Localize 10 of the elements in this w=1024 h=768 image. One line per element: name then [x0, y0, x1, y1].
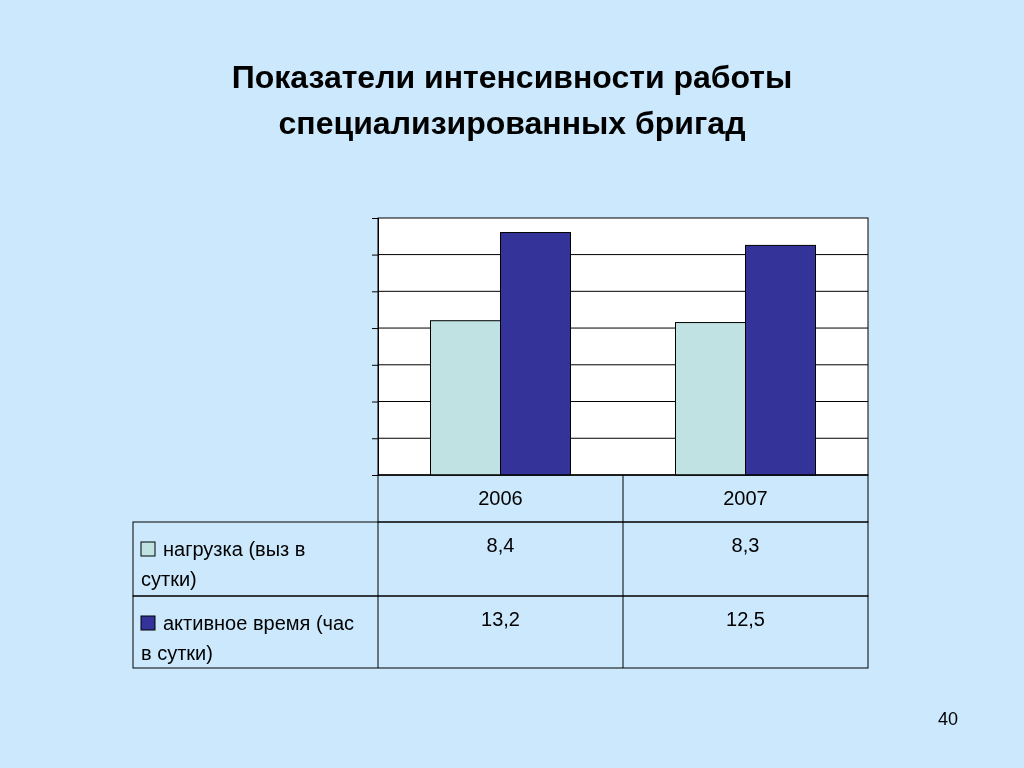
chart-title: Показатели интенсивности работы специализированных бригад — [231, 59, 793, 141]
text: 40 — [937, 709, 958, 729]
data-label: 12,5 — [726, 608, 765, 630]
x-tick-label: 2007 — [723, 487, 768, 509]
x-tick-label: 2006 — [478, 487, 523, 509]
legend-label: активное время (час в сутки) — [141, 612, 355, 664]
data-label: 8,4 — [486, 534, 515, 556]
legend-label: нагрузка (выз в сутки) — [141, 538, 306, 590]
data-label: 13,2 — [481, 608, 520, 630]
data-label: 8,3 — [731, 534, 760, 556]
